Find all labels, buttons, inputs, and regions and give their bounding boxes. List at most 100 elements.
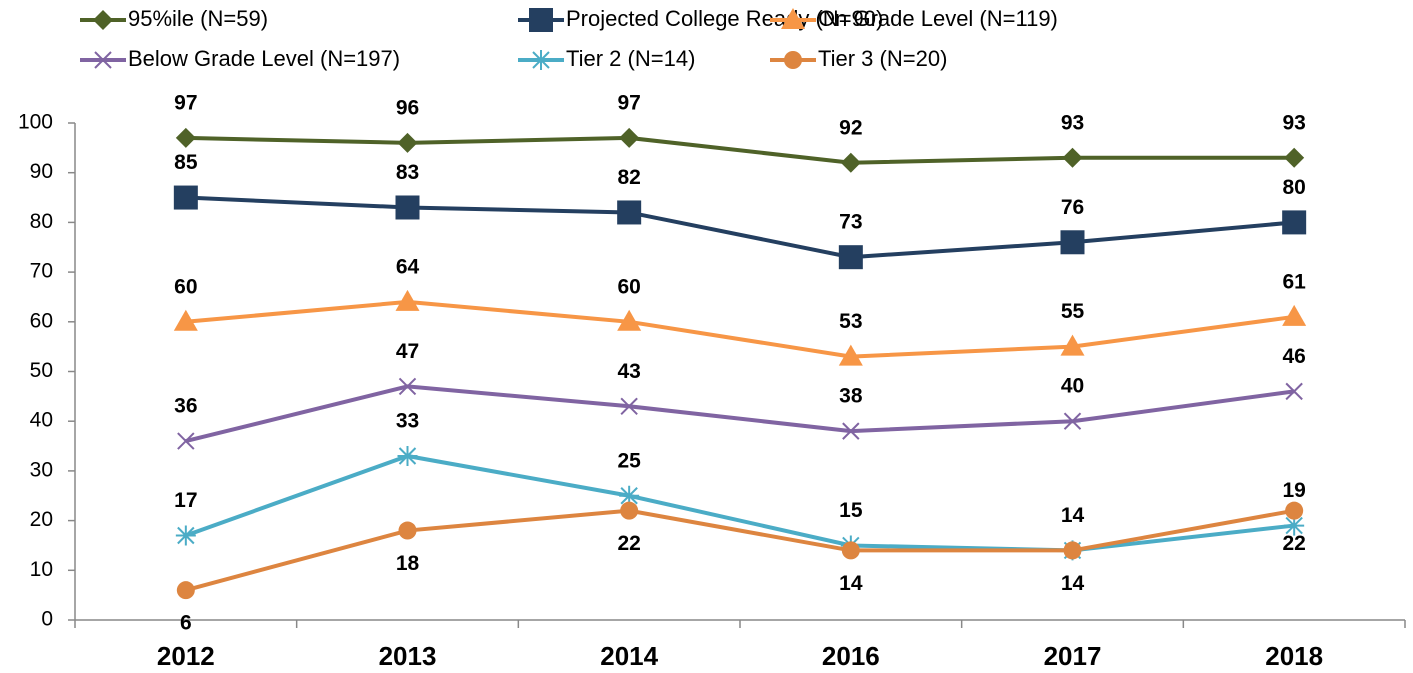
legend-entry: Tier 2 (N=14) bbox=[518, 46, 695, 71]
y-tick-label: 0 bbox=[41, 608, 53, 631]
marker bbox=[173, 185, 198, 210]
marker bbox=[1063, 541, 1082, 560]
data-label: 93 bbox=[1061, 111, 1084, 134]
data-label: 97 bbox=[617, 91, 640, 114]
legend-entry: Tier 3 (N=20) bbox=[770, 46, 947, 71]
marker bbox=[842, 422, 860, 440]
data-label: 93 bbox=[1282, 111, 1305, 134]
legend-entry: Projected College Ready (N=90) bbox=[518, 6, 883, 32]
marker bbox=[838, 344, 863, 366]
marker bbox=[397, 445, 418, 466]
series: 60 64 60 53 55 61 bbox=[173, 255, 1307, 366]
data-label: 60 bbox=[174, 275, 197, 298]
marker bbox=[619, 127, 640, 148]
data-label: 14 bbox=[839, 572, 863, 595]
marker bbox=[173, 309, 198, 331]
marker bbox=[619, 485, 640, 506]
marker bbox=[620, 501, 639, 520]
data-label: 80 bbox=[1282, 176, 1305, 199]
marker bbox=[841, 541, 860, 560]
series-line bbox=[185, 195, 1295, 260]
y-tick-label: 20 bbox=[30, 508, 53, 531]
marker bbox=[838, 245, 863, 270]
x-tick-label: 2013 bbox=[379, 641, 437, 671]
x-tick-label: 2018 bbox=[1265, 641, 1323, 671]
marker bbox=[395, 289, 420, 311]
marker bbox=[398, 377, 417, 396]
marker bbox=[1062, 147, 1083, 168]
marker bbox=[784, 51, 802, 69]
data-label: 47 bbox=[396, 340, 419, 363]
legend-entry: 95%ile (N=59) bbox=[80, 6, 268, 31]
legend-label: Tier 3 (N=20) bbox=[818, 46, 947, 71]
data-label: 25 bbox=[617, 449, 641, 472]
data-label: 64 bbox=[396, 255, 420, 278]
marker bbox=[1282, 304, 1307, 326]
data-label: 73 bbox=[839, 211, 862, 234]
y-tick-label: 40 bbox=[30, 409, 53, 432]
marker bbox=[781, 8, 805, 29]
y-tick-label: 30 bbox=[30, 458, 53, 481]
series: 6 18 22 14 14 22 bbox=[176, 501, 1306, 635]
data-label: 60 bbox=[617, 275, 640, 298]
data-label: 38 bbox=[839, 385, 863, 408]
series: 97 96 97 92 93 93 bbox=[174, 91, 1306, 173]
legend-label: On Grade Level (N=119) bbox=[818, 6, 1058, 31]
marker bbox=[177, 432, 195, 450]
marker bbox=[1284, 147, 1305, 168]
series-line bbox=[185, 299, 1295, 359]
series: 85 83 82 73 76 80 bbox=[173, 151, 1307, 270]
x-tick-label: 2012 bbox=[157, 641, 215, 671]
y-tick-label: 50 bbox=[30, 359, 53, 382]
marker bbox=[1060, 230, 1085, 255]
marker bbox=[176, 581, 195, 600]
data-label: 92 bbox=[839, 116, 862, 139]
data-label: 17 bbox=[174, 489, 197, 512]
series: 36 47 43 38 40 46 bbox=[174, 340, 1306, 450]
marker bbox=[1285, 501, 1304, 520]
marker bbox=[620, 397, 638, 415]
data-label: 83 bbox=[396, 161, 419, 184]
marker bbox=[840, 152, 861, 173]
data-label: 19 bbox=[1282, 479, 1305, 502]
data-label: 85 bbox=[174, 151, 198, 174]
y-tick-label: 80 bbox=[30, 210, 53, 233]
data-label: 18 bbox=[396, 552, 420, 575]
series-line bbox=[185, 384, 1295, 444]
data-label: 55 bbox=[1061, 300, 1085, 323]
data-label: 97 bbox=[174, 91, 197, 114]
data-label: 14 bbox=[1061, 572, 1085, 595]
y-tick-label: 100 bbox=[18, 111, 53, 134]
data-label: 6 bbox=[180, 612, 192, 635]
marker bbox=[398, 521, 417, 540]
x-tick-label: 2017 bbox=[1044, 641, 1102, 671]
data-label: 15 bbox=[839, 499, 863, 522]
series-line bbox=[185, 508, 1295, 593]
data-label: 96 bbox=[396, 96, 419, 119]
marker bbox=[1282, 210, 1307, 235]
marker bbox=[93, 10, 113, 30]
legend-entry: On Grade Level (N=119) bbox=[770, 6, 1058, 31]
data-label: 53 bbox=[839, 310, 862, 333]
marker bbox=[397, 132, 418, 153]
marker bbox=[617, 309, 642, 331]
data-label: 76 bbox=[1061, 196, 1084, 219]
y-tick-label: 70 bbox=[30, 260, 53, 283]
data-label: 33 bbox=[396, 410, 419, 433]
marker bbox=[175, 127, 196, 148]
data-label: 22 bbox=[1282, 532, 1305, 555]
data-label: 40 bbox=[1061, 375, 1084, 398]
data-label: 61 bbox=[1282, 270, 1306, 293]
y-tick-label: 90 bbox=[30, 160, 53, 183]
data-label: 43 bbox=[617, 360, 640, 383]
legend-label: Projected College Ready (N=90) bbox=[566, 6, 883, 31]
data-label: 82 bbox=[617, 166, 640, 189]
series-line bbox=[185, 453, 1295, 553]
legend-label: Below Grade Level (N=197) bbox=[128, 46, 400, 71]
legend-label: 95%ile (N=59) bbox=[128, 6, 268, 31]
data-label: 14 bbox=[1061, 504, 1085, 527]
marker bbox=[531, 50, 551, 70]
marker bbox=[175, 525, 196, 546]
